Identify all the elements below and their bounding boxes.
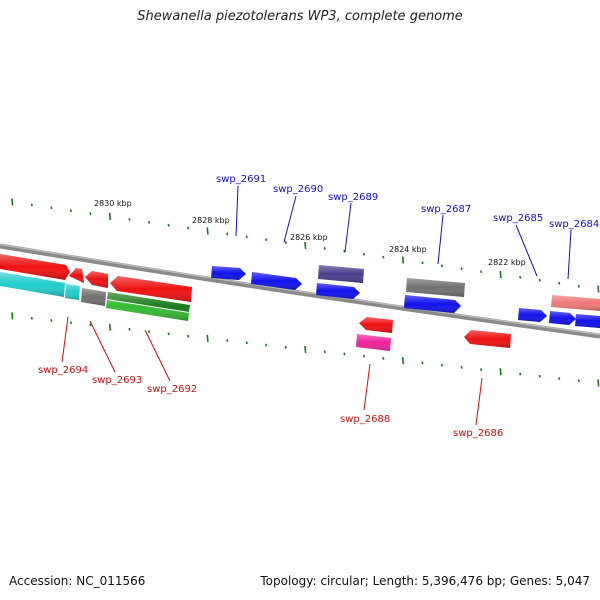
scale-tick xyxy=(304,345,307,354)
genome-summary-text: Topology: circular; Length: 5,396,476 bp… xyxy=(260,574,590,588)
scale-label-2828: 2828 kbp xyxy=(192,216,230,225)
gene-label-swp-2689[interactable]: swp_2689 xyxy=(328,192,378,203)
scale-tick xyxy=(11,198,14,206)
scale-tick xyxy=(147,220,151,224)
scale-tick xyxy=(460,365,463,369)
scale-tick xyxy=(538,278,541,282)
scale-label-2826: 2826 kbp xyxy=(290,233,328,242)
scale-tick xyxy=(499,368,502,376)
scale-tick xyxy=(323,247,326,250)
scale-tick xyxy=(50,206,53,210)
gene-label-swp-2688[interactable]: swp_2688 xyxy=(340,414,390,425)
scale-tick xyxy=(558,281,561,285)
scale-tick xyxy=(480,368,483,372)
scale-tick xyxy=(206,334,209,342)
scale-tick xyxy=(421,361,424,365)
reverse-genes xyxy=(0,272,511,351)
forward-gene-labels: swp_2691 swp_2690 swp_2689 swp_2687 swp_… xyxy=(216,174,599,230)
reverse-leader-lines xyxy=(61,316,483,426)
gene-label-swp-2684[interactable]: swp_2684 xyxy=(549,219,599,230)
scale-tick xyxy=(440,363,444,367)
scale-tick xyxy=(265,238,268,242)
scale-tick xyxy=(597,379,600,387)
scale-tick xyxy=(597,285,600,293)
gene-label-swp-2693[interactable]: swp_2693 xyxy=(92,375,142,386)
scale-tick xyxy=(69,321,72,325)
scale-tick xyxy=(304,241,307,250)
gene-label-swp-2691[interactable]: swp_2691 xyxy=(216,174,266,185)
scale-tick xyxy=(226,339,229,342)
scale-tick xyxy=(499,270,502,279)
scale-tick xyxy=(362,354,365,358)
gene-label-swp-2685[interactable]: swp_2685 xyxy=(493,213,543,224)
scale-tick xyxy=(128,218,131,221)
scale-tick xyxy=(284,241,287,244)
scale-tick xyxy=(577,284,580,288)
scale-tick xyxy=(187,334,190,338)
scale-tick xyxy=(577,379,580,383)
scale-tick xyxy=(245,235,248,239)
genome-backbone xyxy=(0,243,600,339)
scale-tick xyxy=(128,327,131,331)
scale-tick xyxy=(226,232,229,236)
scale-tick xyxy=(167,223,170,227)
scale-tick xyxy=(343,352,346,356)
scale-tick xyxy=(362,252,365,256)
scale-tick xyxy=(401,256,405,264)
scale-tick xyxy=(265,343,268,347)
scale-label-2824: 2824 kbp xyxy=(389,245,427,254)
scale-tick xyxy=(323,350,326,354)
accession-text: Accession: NC_011566 xyxy=(9,574,146,588)
scale-tick xyxy=(30,203,33,207)
scale-tick xyxy=(187,226,190,230)
reverse-gene-labels: swp_2694 swp_2693 swp_2692 swp_2688 swp_… xyxy=(38,365,503,439)
scale-tick xyxy=(89,323,92,327)
scale-tick xyxy=(421,261,424,265)
map-title: Shewanella piezotolerans WP3, complete g… xyxy=(137,9,463,24)
scale-tick xyxy=(382,255,385,259)
gene-label-swp-2690[interactable]: swp_2690 xyxy=(273,184,323,195)
scale-tick xyxy=(30,316,33,320)
scale-tick xyxy=(147,330,151,334)
scale-tick xyxy=(460,267,463,271)
scale-tick xyxy=(343,249,346,253)
scale-tick xyxy=(480,270,483,274)
forward-genes xyxy=(0,254,600,328)
scale-ticks-outer xyxy=(11,198,600,293)
scale-tick xyxy=(519,275,522,279)
scale-tick xyxy=(401,357,405,365)
scale-tick xyxy=(50,319,53,322)
scale-tick xyxy=(206,227,209,235)
scale-label-2830: 2830 kbp xyxy=(94,199,132,208)
scale-tick xyxy=(440,264,444,268)
scale-tick xyxy=(108,323,112,331)
scale-tick xyxy=(538,374,541,378)
scale-ticks-inner xyxy=(11,312,600,387)
scale-tick xyxy=(284,345,287,349)
gene-label-swp-2694[interactable]: swp_2694 xyxy=(38,365,88,376)
scale-tick xyxy=(382,357,385,360)
scale-tick xyxy=(519,372,522,376)
scale-tick xyxy=(11,312,14,320)
gene-label-swp-2686[interactable]: swp_2686 xyxy=(453,428,503,439)
scale-tick xyxy=(69,209,72,213)
gene-label-swp-2692[interactable]: swp_2692 xyxy=(147,384,197,395)
scale-label-2822: 2822 kbp xyxy=(488,258,526,267)
scale-tick xyxy=(89,212,92,215)
scale-tick xyxy=(167,332,170,336)
gene-label-swp-2687[interactable]: swp_2687 xyxy=(421,204,471,215)
forward-leader-lines xyxy=(235,185,572,280)
scale-tick xyxy=(245,341,248,345)
scale-tick xyxy=(558,377,561,380)
scale-tick xyxy=(108,212,112,221)
